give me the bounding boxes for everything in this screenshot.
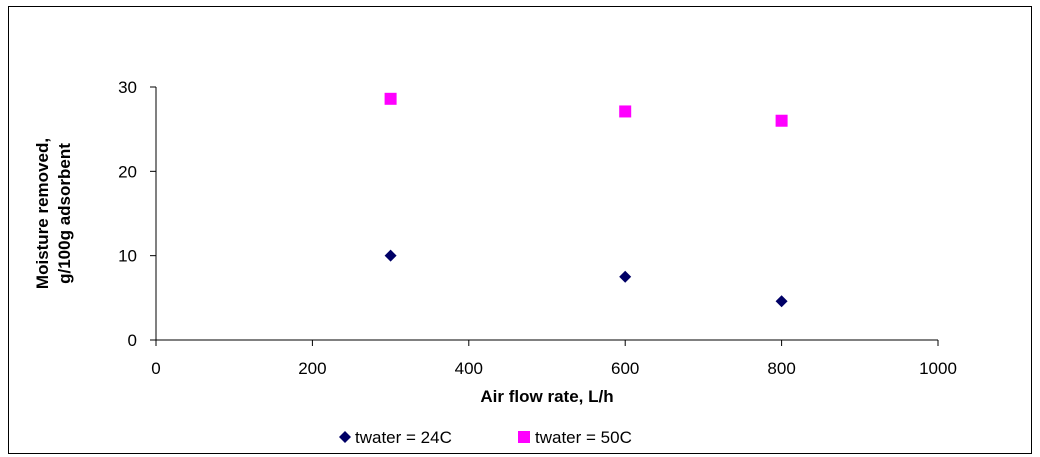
y-tick-label: 0 [128,331,137,350]
legend-item-twater-50c: twater = 50C [518,428,632,447]
legend-label: twater = 50C [535,428,632,447]
x-tick-label: 0 [151,359,160,378]
x-tick-label: 200 [298,359,326,378]
chart-frame [8,6,1032,454]
data-point-square [384,92,397,105]
legend-diamond-marker [339,431,351,443]
axes [155,87,938,341]
y-tick-label: 30 [118,78,137,97]
x-tick-label: 800 [767,359,795,378]
x-tick-label: 400 [455,359,483,378]
y-ticks: 0 10 20 30 [118,78,156,350]
legend-label: twater = 24C [355,428,452,447]
x-tick-label: 1000 [919,359,957,378]
legend: twater = 24C twater = 50C [339,428,632,447]
x-tick-label: 600 [611,359,639,378]
y-axis-title-line-2: g/100g adsorbent [55,143,74,284]
data-point-square [619,105,632,118]
data-point-diamond [384,249,397,262]
y-tick-label: 20 [118,162,137,181]
x-ticks: 0 200 400 600 800 1000 [151,340,957,378]
data-points [384,92,788,308]
data-point-diamond [775,295,788,308]
x-axis-title: Air flow rate, L/h [480,387,613,406]
y-axis-title-line-1: Moisture removed, [33,138,52,289]
data-point-diamond [619,270,632,283]
legend-square-marker [518,431,530,443]
y-axis-title: Moisture removed, g/100g adsorbent [33,138,74,289]
data-point-square [775,114,788,127]
y-tick-label: 10 [118,247,137,266]
legend-item-twater-24c: twater = 24C [339,428,452,447]
